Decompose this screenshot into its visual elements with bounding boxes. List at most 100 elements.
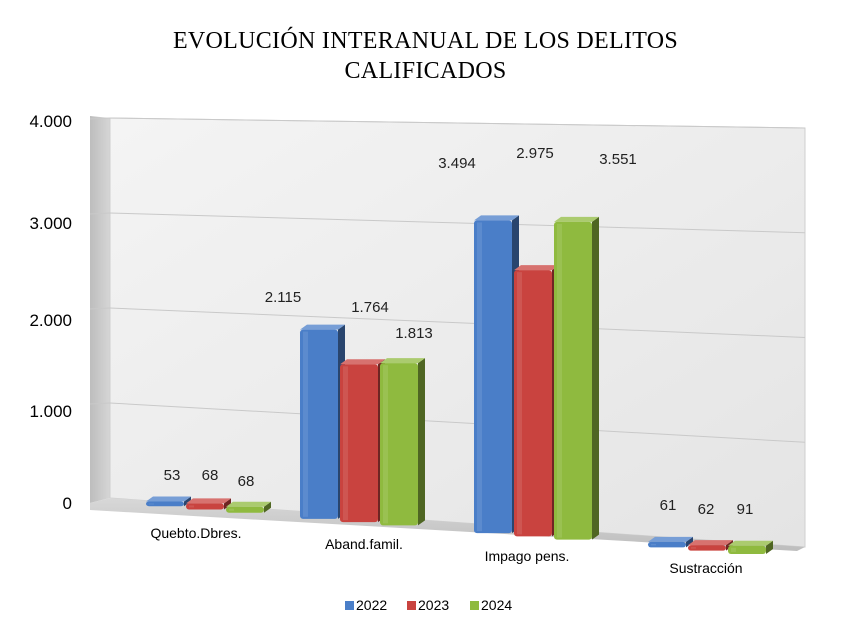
data-label: 91	[737, 501, 754, 518]
legend-swatch	[470, 601, 479, 610]
bar-highlight	[477, 222, 482, 532]
legend-label: 2023	[418, 597, 449, 613]
chart-title: EVOLUCIÓN INTERANUAL DE LOS DELITOS CALI…	[0, 26, 851, 86]
data-label: 3.494	[438, 155, 476, 172]
bar-front	[648, 541, 686, 548]
legend-item: 2022	[345, 597, 387, 613]
data-label: 62	[698, 501, 715, 518]
chart-title-line-1: EVOLUCIÓN INTERANUAL DE LOS DELITOS	[172, 28, 679, 54]
bar-top	[226, 501, 271, 507]
data-label: 2.115	[265, 289, 301, 306]
x-tick-label: Sustracción	[669, 560, 742, 576]
bar-highlight	[517, 272, 522, 535]
bar	[474, 215, 519, 534]
gridline-side	[89, 212, 111, 215]
data-label: 53	[164, 467, 181, 484]
bar-front	[514, 270, 552, 537]
y-tick-label: 2.000	[29, 311, 72, 330]
bar	[554, 216, 599, 540]
data-label: 61	[660, 497, 677, 514]
bar-top	[554, 216, 599, 222]
bar-highlight	[691, 547, 696, 549]
x-tick-label: Impago pens.	[485, 548, 570, 564]
gridlines	[89, 117, 806, 443]
bar	[514, 265, 559, 537]
data-label: 68	[238, 473, 255, 490]
y-tick-label: 1.000	[29, 402, 72, 421]
bar-top	[186, 498, 231, 504]
legend-swatch	[407, 601, 416, 610]
gridline-side	[89, 307, 111, 310]
bar-side	[184, 496, 191, 507]
bar-side	[264, 501, 271, 513]
bar-side	[592, 216, 599, 540]
bar-highlight	[383, 365, 388, 524]
gridline	[109, 402, 806, 443]
bar-front	[688, 545, 726, 551]
bar	[688, 540, 733, 551]
bar-highlight	[149, 503, 154, 505]
data-label: 2.975	[516, 145, 554, 162]
bar-side	[418, 358, 425, 526]
y-tick-label: 3.000	[29, 214, 72, 233]
y-tick-label: 4.000	[29, 112, 72, 131]
bars: 53 68 68 2.115 1.764 1.813 3.494 2.975 3.551 61 62…	[146, 145, 773, 554]
side-wall	[90, 116, 110, 503]
bar-front	[186, 503, 224, 510]
data-label: 1.813	[395, 325, 433, 342]
bar-top	[300, 324, 345, 330]
x-tick-label: Aband.famil.	[325, 536, 403, 552]
bar-top	[728, 540, 773, 546]
bar-top	[474, 215, 519, 221]
gridline	[109, 117, 806, 129]
bar	[300, 324, 345, 519]
legend: 2022 2023 2024	[345, 597, 512, 613]
bar-front	[340, 364, 378, 523]
bar	[728, 540, 773, 554]
data-label: 1.764	[351, 299, 389, 316]
bar	[146, 496, 191, 507]
gridline-side	[89, 402, 111, 405]
legend-swatch	[345, 601, 354, 610]
bar	[226, 501, 271, 513]
bar-front	[380, 363, 418, 526]
bar-highlight	[651, 543, 656, 546]
bar-highlight	[557, 223, 562, 538]
legend-item: 2023	[407, 597, 449, 613]
y-tick-label: 0	[63, 494, 72, 513]
bar-front	[146, 501, 184, 507]
legend-label: 2024	[481, 597, 512, 613]
bar-side	[686, 536, 693, 548]
x-tick-label: Quebto.Dbres.	[150, 525, 241, 541]
bar-top	[648, 536, 693, 542]
chart-title-line-2: CALIFICADOS	[344, 58, 507, 84]
bar-highlight	[189, 505, 194, 508]
bar	[340, 359, 385, 523]
bar-side	[224, 498, 231, 510]
gridline	[109, 212, 806, 234]
plot-background	[90, 116, 806, 551]
bar-front	[728, 545, 766, 554]
bar-highlight	[343, 366, 348, 521]
gridline	[109, 307, 806, 338]
data-label: 3.551	[599, 151, 637, 168]
bar-highlight	[731, 547, 736, 552]
data-label: 68	[202, 467, 219, 484]
bar-top	[688, 540, 733, 546]
bar-highlight	[229, 508, 234, 511]
bar-front	[300, 329, 338, 519]
bar	[186, 498, 231, 510]
bar-top	[146, 496, 191, 502]
bar-highlight	[303, 331, 308, 517]
legend-label: 2022	[356, 597, 387, 613]
bar-side	[766, 540, 773, 554]
bar-front	[554, 221, 592, 540]
bar-front	[226, 506, 264, 513]
gridline-side	[89, 117, 111, 120]
floor	[90, 498, 805, 551]
bar-top	[380, 358, 425, 364]
bar	[648, 536, 693, 548]
bar-top	[340, 359, 385, 365]
bar-top	[514, 265, 559, 271]
